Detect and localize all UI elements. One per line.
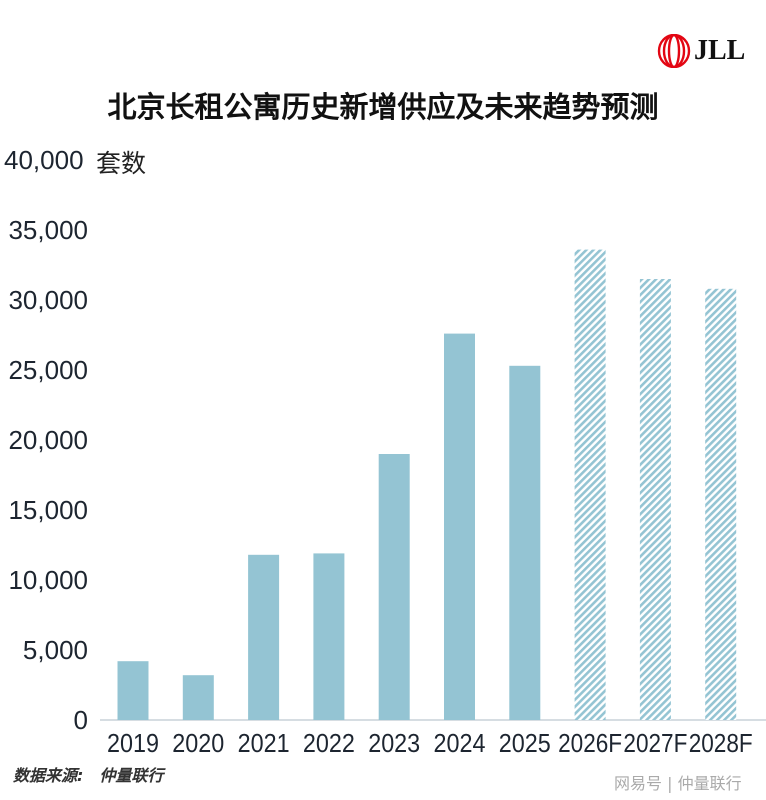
y-tick-label: 5,000 — [23, 635, 88, 665]
x-tick-label: 2023 — [368, 728, 420, 758]
source-value: 仲量联行 — [99, 766, 164, 785]
bar — [117, 661, 149, 720]
watermark: 网易号 | 仲量联行 — [614, 774, 742, 793]
y-tick-label: 15,000 — [8, 495, 88, 525]
x-tick-label: 2025 — [499, 728, 551, 758]
bar — [182, 675, 214, 720]
y-tick-label: 20,000 — [8, 425, 88, 455]
chart-title: 北京长租公寓历史新增供应及未来趋势预测 — [107, 90, 659, 124]
forecast-bar — [574, 249, 606, 720]
x-tick-label: 2020 — [172, 728, 224, 758]
source-label: 数据来源: — [13, 766, 84, 785]
bar — [378, 454, 410, 720]
y-tick-label: 35,000 — [8, 215, 88, 245]
x-tick-label: 2028F — [689, 728, 753, 758]
source-note: 数据来源: 仲量联行 — [13, 762, 179, 786]
y-tick-label: 30,000 — [8, 285, 88, 315]
jll-logo-icon — [657, 34, 691, 68]
x-tick-label: 2027F — [623, 728, 687, 758]
y-tick-label: 10,000 — [8, 565, 88, 595]
y-tick-label: 0 — [74, 705, 88, 735]
bar — [444, 333, 475, 720]
bar — [248, 554, 280, 720]
forecast-bar — [705, 288, 737, 720]
logo-text: JLL — [694, 35, 746, 66]
y-tick-label: 40,000 — [4, 145, 84, 175]
x-tick-label: 2024 — [434, 728, 486, 758]
x-tick-label: 2021 — [238, 728, 290, 758]
forecast-bar — [639, 279, 671, 720]
y-tick-label: 25,000 — [8, 355, 88, 385]
x-tick-label: 2022 — [303, 728, 355, 758]
bar — [313, 553, 345, 720]
x-tick-label: 2019 — [107, 728, 159, 758]
y-axis-unit: 套数 — [96, 149, 147, 178]
bar — [509, 365, 541, 720]
jll-logo: JLL — [657, 34, 745, 68]
x-tick-label: 2026F — [558, 728, 622, 758]
